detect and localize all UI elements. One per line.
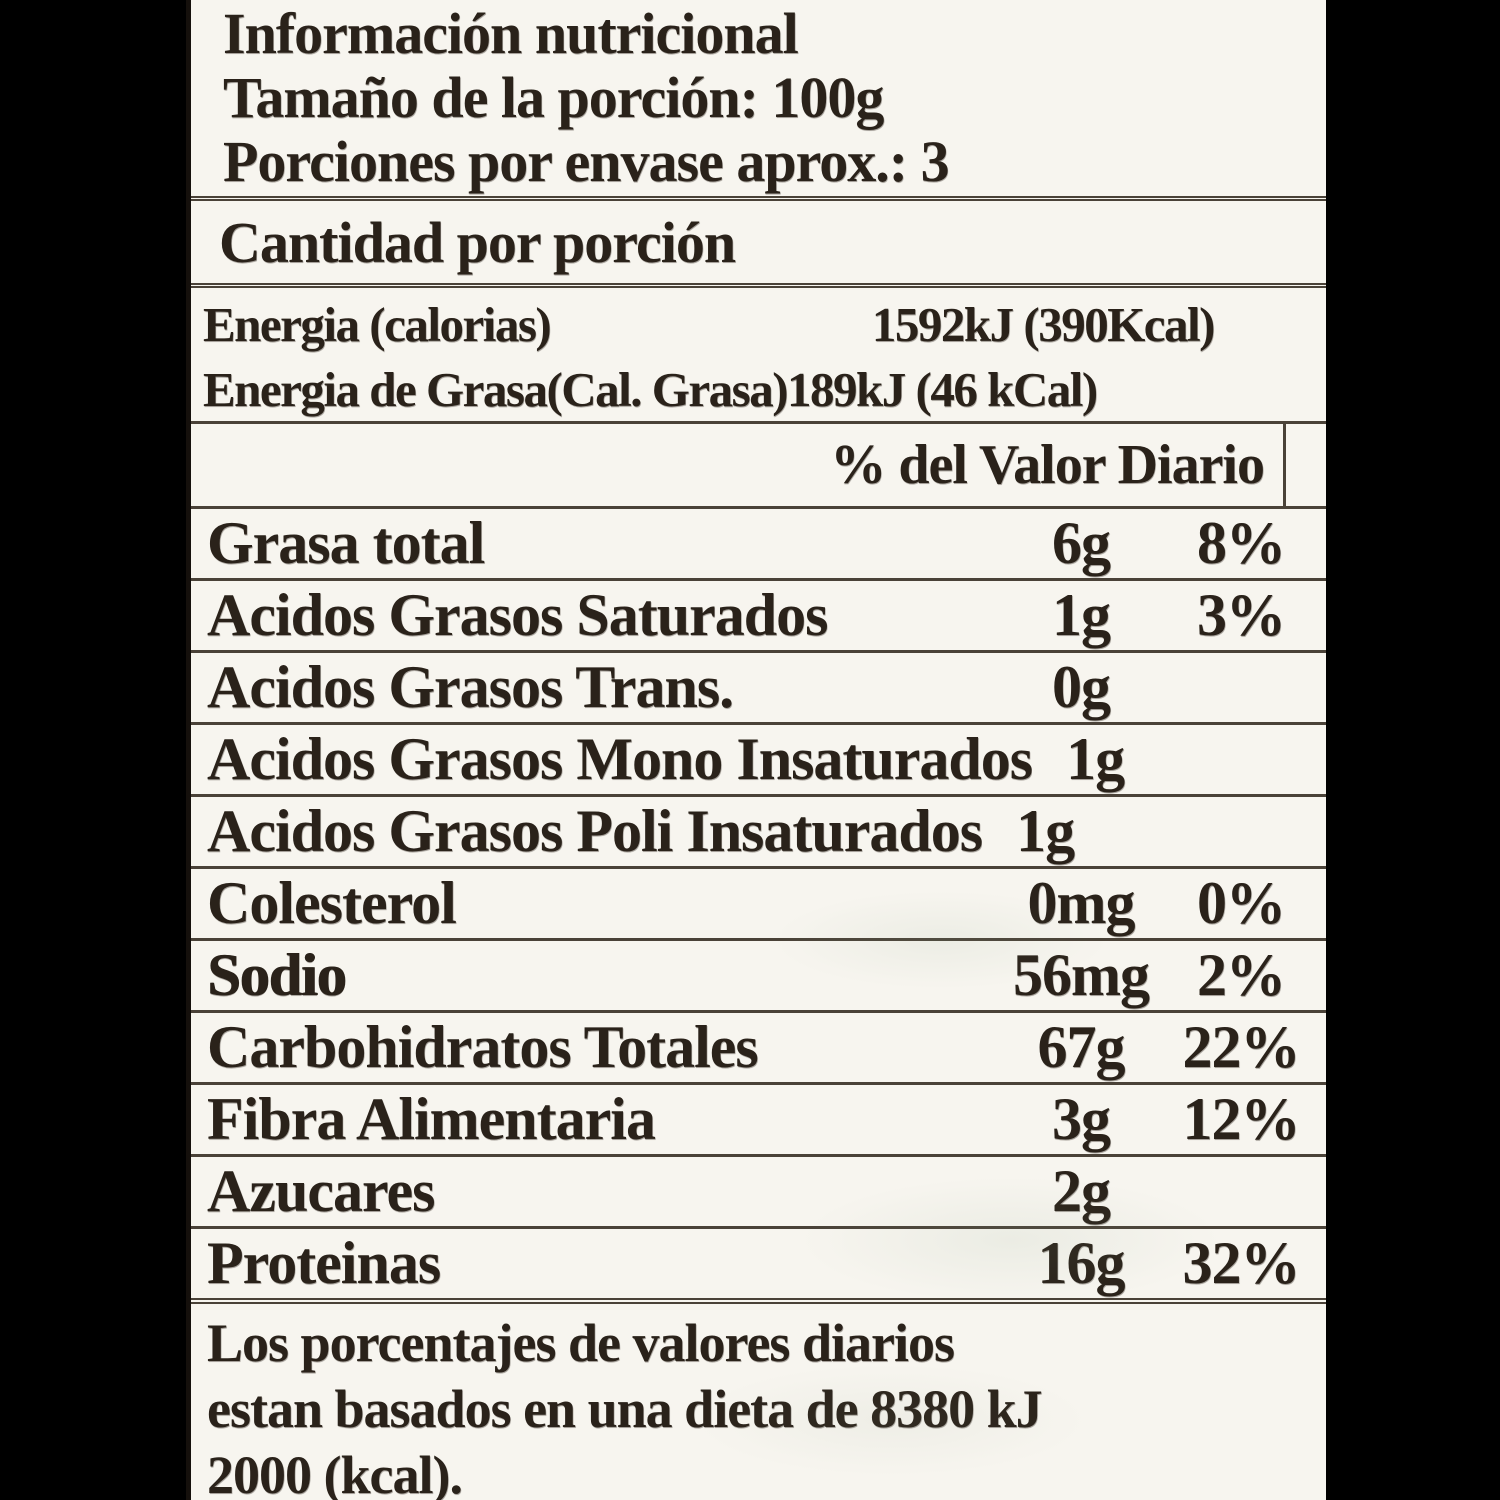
serving-size: Tamaño de la porción: 100g xyxy=(223,65,884,130)
nutrient-name: Acidos Grasos Trans. xyxy=(207,654,734,720)
nutrient-amount: 0mg xyxy=(1027,870,1136,936)
nutrient-name: Fibra Alimentaria xyxy=(207,1086,656,1152)
nutrient-name: Grasa total xyxy=(207,510,485,576)
amount-per-serving-label: Cantidad por porción xyxy=(219,209,736,275)
nutrients-table: Grasa total 6g 8% Acidos Grasos Saturados 1g… xyxy=(191,506,1326,1298)
nutrient-name: Proteinas xyxy=(207,1230,441,1296)
nutrient-row: Acidos Grasos Poli Insaturados 1g xyxy=(191,794,1326,866)
nutrient-daily-value: 12% xyxy=(1182,1086,1301,1152)
nutrient-row: Grasa total 6g 8% xyxy=(191,506,1326,578)
nutrient-row: Colesterol 0mg 0% xyxy=(191,866,1326,938)
servings-per-container: Porciones por envase aprox.: 3 xyxy=(223,129,950,194)
energy-fat-name: Energia de Grasa(Cal. Grasa) xyxy=(203,362,789,417)
nutrient-daily-value: 3% xyxy=(1197,582,1286,648)
nutrient-daily-value: 0% xyxy=(1197,870,1286,936)
nutrient-amount: 16g xyxy=(1037,1230,1126,1296)
nutrient-amount: 1g xyxy=(1052,582,1111,648)
energy-section: Energia (calorias) 1592kJ (390Kcal) Ener… xyxy=(191,283,1326,421)
nutrient-row: Carbohidratos Totales 67g 22% xyxy=(191,1010,1326,1082)
nutrient-row: Acidos Grasos Mono Insaturados 1g xyxy=(191,722,1326,794)
nutrient-row: Proteinas 16g 32% xyxy=(191,1226,1326,1298)
daily-value-header-label: % del Valor Diario xyxy=(830,434,1265,496)
nutrient-name: Azucares xyxy=(207,1158,436,1224)
nutrient-name: Acidos Grasos Poli Insaturados xyxy=(207,798,983,864)
nutrient-name: Colesterol xyxy=(207,870,457,936)
column-divider xyxy=(1283,424,1286,506)
footnote-line: Los porcentajes de valores diarios xyxy=(207,1313,955,1373)
daily-value-header-row: % del Valor Diario xyxy=(191,421,1326,506)
energy-fat-row: Energia de Grasa(Cal. Grasa) 189kJ (46 k… xyxy=(203,357,1326,422)
footnote-line: estan basados en una dieta de 8380 kJ xyxy=(207,1379,1043,1439)
footnote-line: 2000 (kcal). xyxy=(207,1445,463,1500)
label-header: Información nutricional Tamaño de la por… xyxy=(191,0,1326,196)
nutrient-row: Acidos Grasos Trans. 0g xyxy=(191,650,1326,722)
nutrient-name: Acidos Grasos Mono Insaturados xyxy=(207,726,1033,792)
nutrient-name: Acidos Grasos Saturados xyxy=(207,582,828,648)
nutrient-amount: 2g xyxy=(1052,1158,1111,1224)
energy-value: 1592kJ (390Kcal) xyxy=(871,297,1216,352)
nutrient-amount: 3g xyxy=(1052,1086,1111,1152)
amount-per-serving-row: Cantidad por porción xyxy=(191,196,1326,283)
nutrient-daily-value: 8% xyxy=(1197,510,1286,576)
nutrient-amount: 0g xyxy=(1052,654,1111,720)
energy-row: Energia (calorias) 1592kJ (390Kcal) xyxy=(203,292,1326,357)
nutrient-row: Azucares 2g xyxy=(191,1154,1326,1226)
nutrient-amount: 67g xyxy=(1037,1014,1126,1080)
nutrient-name: Sodio xyxy=(207,942,346,1008)
nutrient-amount: 56mg xyxy=(1013,942,1150,1008)
nutrient-daily-value: 2% xyxy=(1197,942,1286,1008)
nutrient-amount: 1g xyxy=(1016,798,1075,864)
footnote: Los porcentajes de valores diarios estan… xyxy=(191,1298,1326,1500)
nutrient-daily-value: 22% xyxy=(1182,1014,1301,1080)
nutrient-amount: 1g xyxy=(1066,726,1125,792)
nutrient-row: Acidos Grasos Saturados 1g 3% xyxy=(191,578,1326,650)
energy-fat-value: 189kJ (46 kCal) xyxy=(787,362,1098,417)
label-title: Información nutricional xyxy=(223,1,799,66)
nutrient-daily-value: 32% xyxy=(1182,1230,1301,1296)
nutrient-row: Sodio 56mg 2% xyxy=(191,938,1326,1010)
nutrient-amount: 6g xyxy=(1052,510,1111,576)
nutrient-row: Fibra Alimentaria 3g 12% xyxy=(191,1082,1326,1154)
nutrition-label: Información nutricional Tamaño de la por… xyxy=(186,0,1326,1500)
energy-name: Energia (calorias) xyxy=(203,297,552,352)
nutrient-name: Carbohidratos Totales xyxy=(207,1014,759,1080)
